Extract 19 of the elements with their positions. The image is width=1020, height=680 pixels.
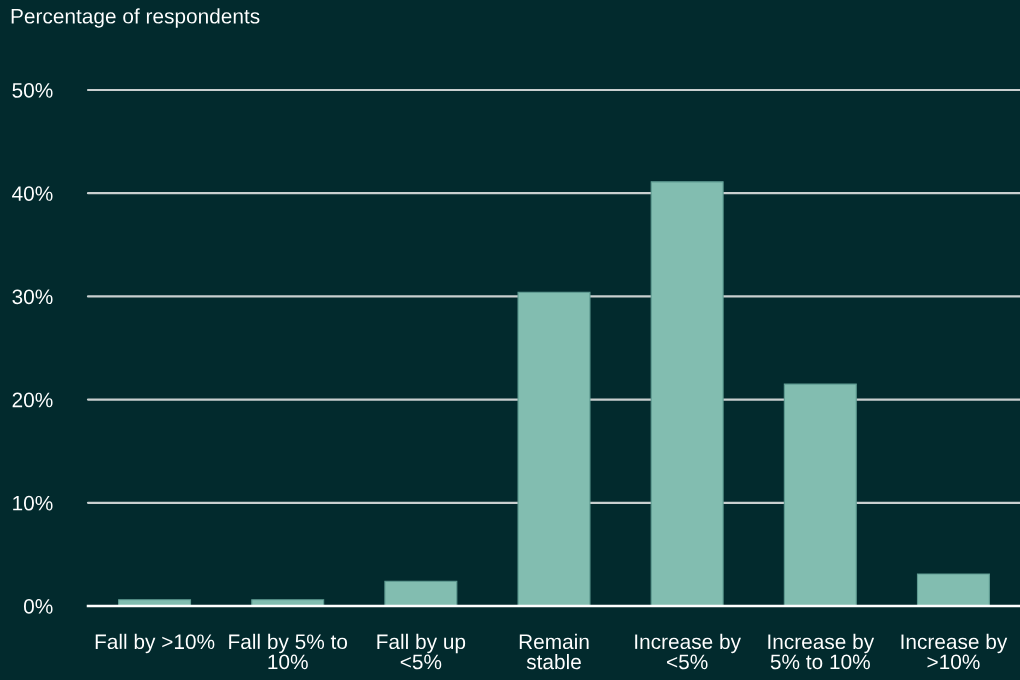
bar [916,573,990,606]
y-tick-label: 10% [13,495,53,511]
bar [517,291,591,606]
x-tick-label: Fall by 5% to 10% [229,633,348,670]
bar [650,181,724,606]
y-tick-label: 30% [12,289,53,305]
x-tick-label: Increase by >10% [901,633,1008,670]
y-tick-label: 20% [12,392,53,408]
y-tick-label: 40% [12,186,53,201]
x-tick-label: Remain stable [519,633,589,670]
bar [384,580,458,606]
x-tick-label: Fall by >10% [95,633,215,654]
x-tick-label: Increase by 5% to 10% [768,633,875,670]
y-tick-label: 0% [23,599,53,614]
x-tick-label: Increase by <5% [635,633,741,670]
y-tick-label: 50% [12,83,53,98]
bar [783,383,857,606]
x-tick-label: Fall by up <5% [377,633,466,670]
y-axis-title: Percentage of respondents [11,8,260,28]
